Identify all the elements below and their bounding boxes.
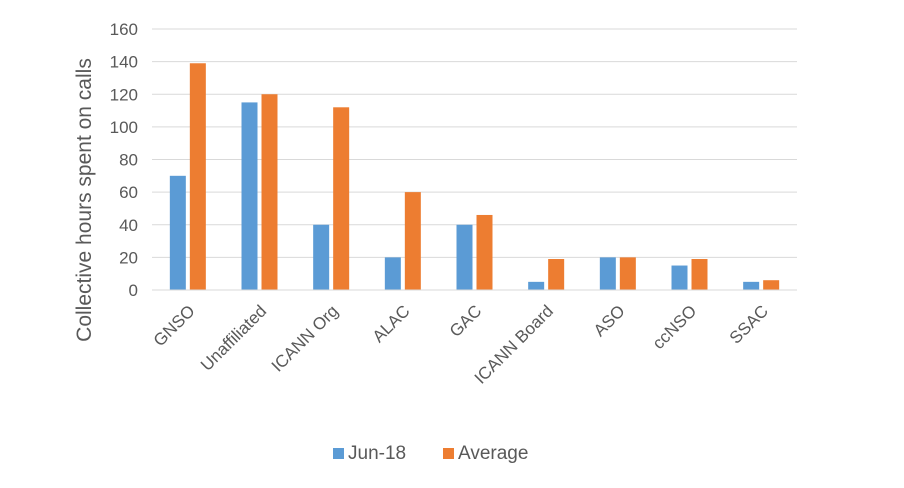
bar-jun-18-unaffiliated — [241, 102, 258, 290]
bar-average-icann-board — [548, 259, 565, 290]
gridlines — [152, 28, 797, 258]
legend-label: Jun-18 — [348, 443, 406, 464]
legend-swatch-average — [443, 448, 454, 459]
bar-jun-18-icann-board — [528, 281, 545, 290]
x-tick-label: ASO — [590, 301, 629, 340]
bar-jun-18-gac — [456, 224, 473, 290]
bar-average-aso — [619, 257, 636, 290]
bar-average-icann-org — [333, 107, 350, 290]
legend-label: Average — [458, 443, 528, 464]
bar-jun-18-ssac — [743, 281, 760, 290]
x-tick-label: GAC — [446, 301, 485, 340]
x-tick-label: Unaffiliated — [197, 301, 270, 374]
x-tick-label: ALAC — [369, 301, 414, 346]
bar-average-gac — [476, 214, 493, 290]
legend: Jun-18 Average — [333, 443, 528, 464]
bar-jun-18-gnso — [169, 175, 186, 290]
axes: 0 20 40 60 80 100 120 140 160 GNSOUnaffiliatedICA… — [110, 20, 797, 388]
y-tick-label: 60 — [119, 183, 138, 202]
y-tick-label: 120 — [110, 85, 138, 104]
y-tick-label: 0 — [129, 281, 138, 300]
legend-swatch-jun-18 — [333, 448, 344, 459]
bar-average-alac — [404, 192, 421, 290]
y-tick-label: 40 — [119, 216, 138, 235]
bar-jun-18-ccnso — [671, 265, 688, 290]
y-tick-label: 20 — [119, 248, 138, 267]
bar-jun-18-icann-org — [313, 224, 330, 290]
bar-average-gnso — [189, 63, 206, 290]
bar-jun-18-alac — [384, 257, 401, 290]
bar-average-unaffiliated — [261, 94, 278, 290]
y-axis-label: Collective hours spent on calls — [73, 58, 96, 342]
y-tick-label: 100 — [110, 118, 138, 137]
y-tick-label: 160 — [110, 20, 138, 39]
bar-average-ccnso — [691, 259, 708, 290]
y-tick-label: 80 — [119, 151, 138, 170]
bar-average-ssac — [763, 280, 780, 290]
x-tick-label: GNSO — [150, 301, 199, 350]
x-tick-label: ccNSO — [649, 301, 701, 353]
bars — [169, 63, 780, 290]
x-tick-label: SSAC — [726, 301, 772, 347]
y-tick-label: 140 — [110, 53, 138, 72]
bar-jun-18-aso — [599, 257, 616, 290]
x-tick-label: ICANN Org — [268, 301, 342, 375]
